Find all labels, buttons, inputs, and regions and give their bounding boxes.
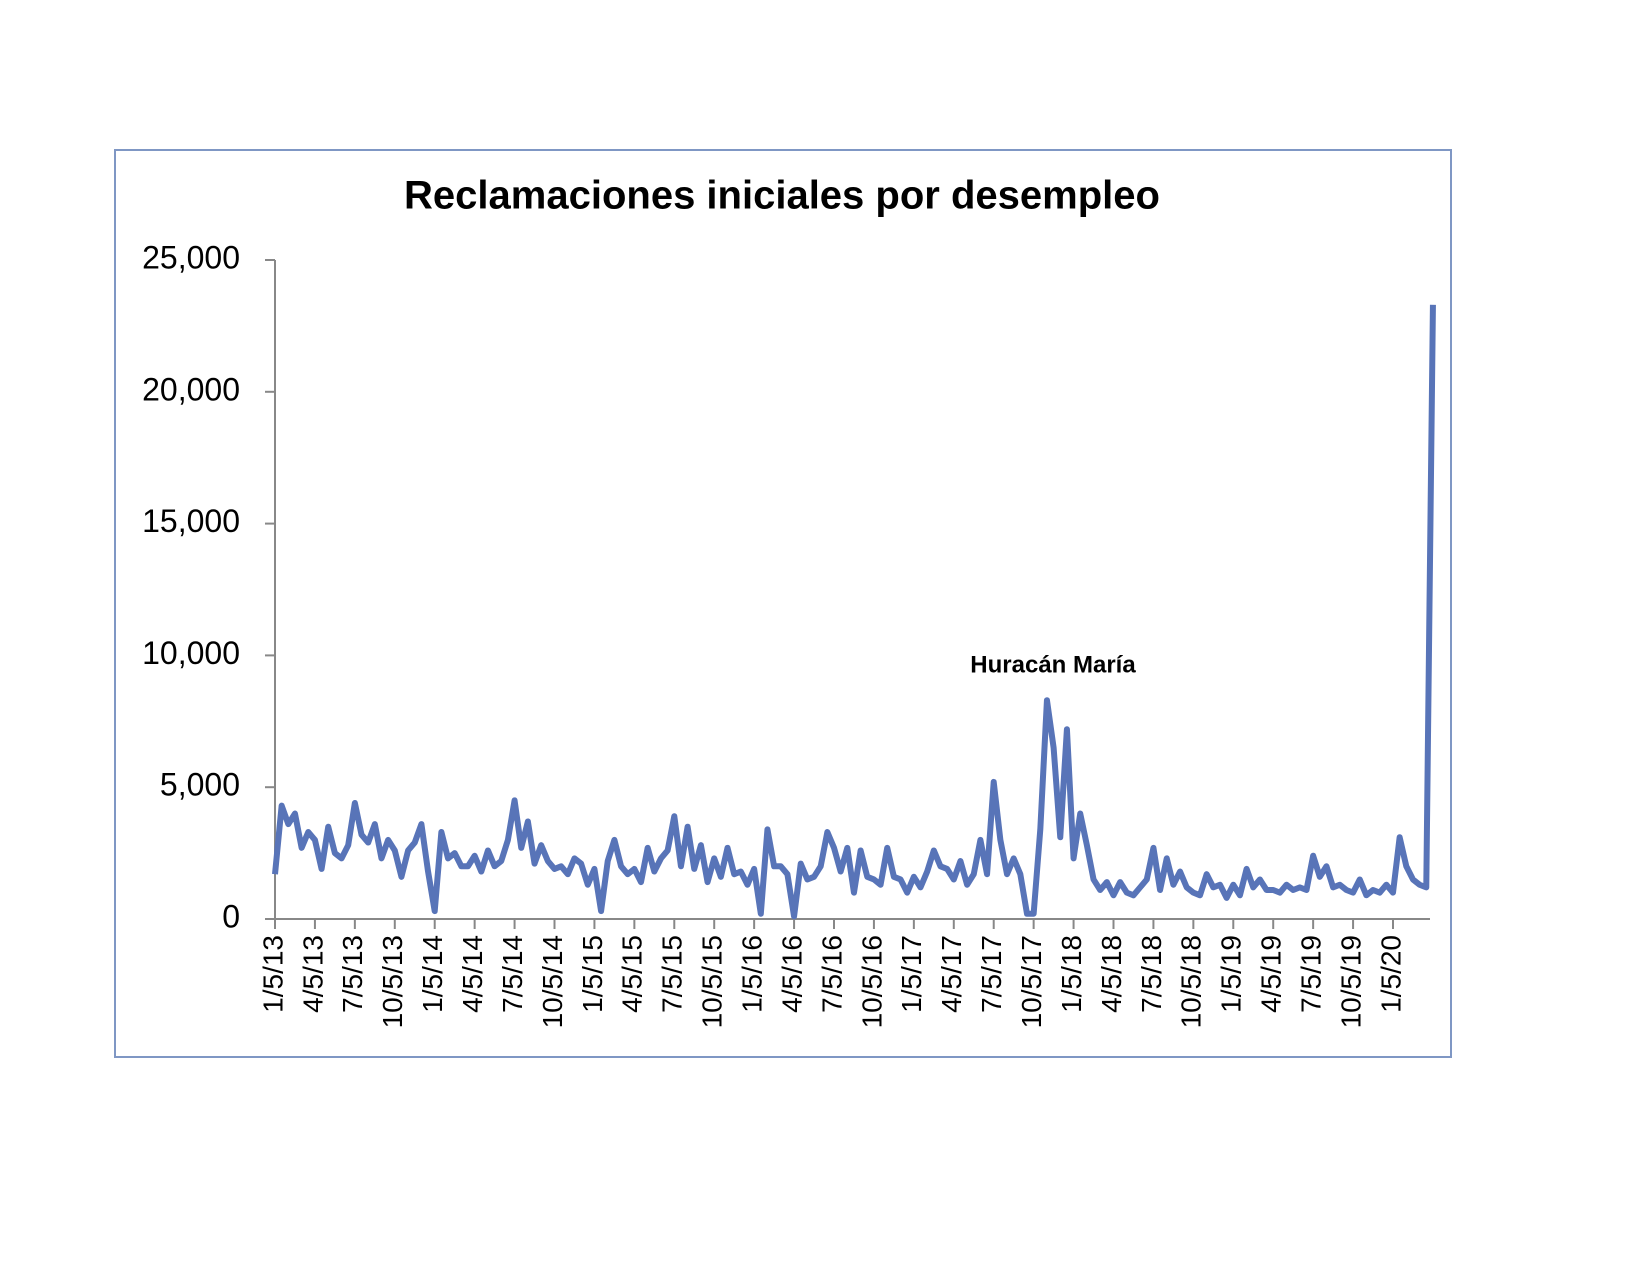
x-tick-label: 4/5/15	[617, 935, 648, 1013]
x-tick-label: 1/5/19	[1216, 935, 1247, 1013]
y-tick-label: 20,000	[142, 371, 240, 407]
x-tick-label: 10/5/19	[1335, 935, 1366, 1028]
x-tick-label: 7/5/15	[657, 935, 688, 1013]
y-tick-label: 5,000	[160, 767, 240, 803]
x-tick-label: 10/5/17	[1016, 935, 1047, 1028]
x-tick-label: 1/5/17	[896, 935, 927, 1013]
x-tick-label: 10/5/13	[377, 935, 408, 1028]
y-tick-label: 15,000	[142, 503, 240, 539]
x-tick-label: 4/5/19	[1256, 935, 1287, 1013]
x-tick-label: 1/5/14	[417, 935, 448, 1013]
x-tick-label: 10/5/14	[537, 935, 568, 1028]
x-tick-label: 1/5/16	[737, 935, 768, 1013]
chart-frame	[114, 149, 1452, 1058]
x-tick-label: 7/5/19	[1296, 935, 1327, 1013]
x-tick-label: 4/5/17	[936, 935, 967, 1013]
x-tick-label: 1/5/18	[1056, 935, 1087, 1013]
x-tick-label: 7/5/17	[976, 935, 1007, 1013]
x-tick-label: 7/5/18	[1136, 935, 1167, 1013]
x-tick-label: 1/5/20	[1375, 935, 1406, 1013]
x-tick-label: 1/5/15	[577, 935, 608, 1013]
x-tick-label: 7/5/13	[337, 935, 368, 1013]
data-line	[272, 304, 1436, 920]
y-tick-label: 25,000	[142, 239, 240, 275]
x-tick-label: 4/5/18	[1096, 935, 1127, 1013]
x-tick-label: 4/5/14	[457, 935, 488, 1013]
y-tick-label: 10,000	[142, 635, 240, 671]
y-tick-label: 0	[222, 898, 240, 934]
x-tick-label: 4/5/16	[776, 935, 807, 1013]
x-tick-label: 10/5/18	[1176, 935, 1207, 1028]
x-tick-label: 10/5/15	[697, 935, 728, 1028]
x-tick-label: 1/5/13	[257, 935, 288, 1013]
x-tick-label: 10/5/16	[856, 935, 887, 1028]
x-tick-label: 7/5/14	[497, 935, 528, 1013]
chart-title: Reclamaciones iniciales por desempleo	[404, 174, 1160, 218]
x-tick-label: 4/5/13	[297, 935, 328, 1013]
annotation: Huracán María	[970, 651, 1136, 678]
x-tick-label: 7/5/16	[816, 935, 847, 1013]
